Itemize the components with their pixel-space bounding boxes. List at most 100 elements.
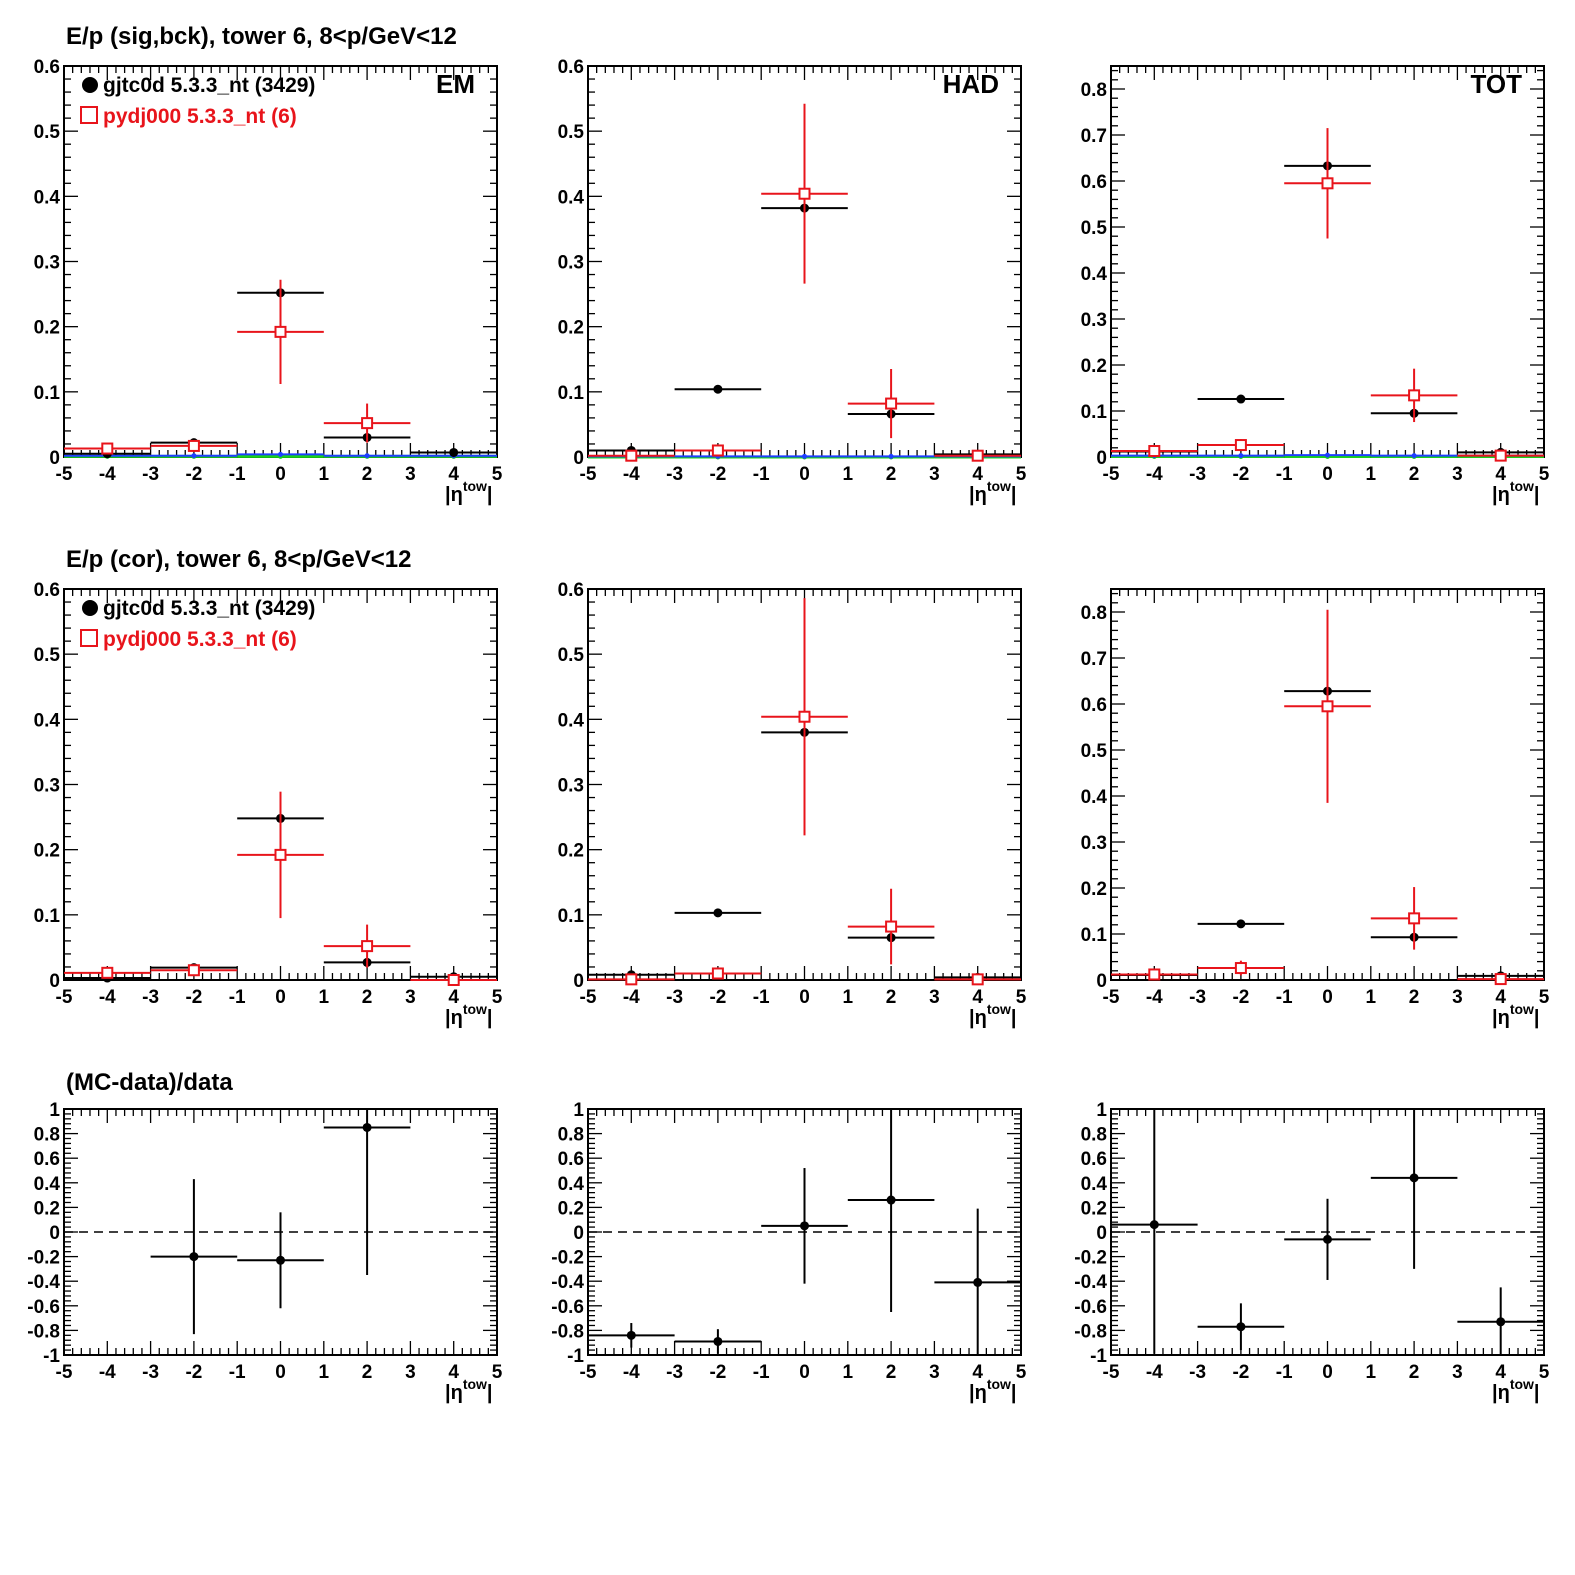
x-tick-label: 4	[972, 464, 983, 485]
x-tick-label: -5	[56, 987, 73, 1008]
mc-point	[187, 964, 200, 977]
y-tick-label: 0	[49, 1223, 60, 1244]
mc-point	[885, 920, 898, 933]
y-tick-label: 0.7	[1081, 126, 1107, 147]
x-tick-label: 0	[275, 987, 286, 1008]
panel-sigbck-tot: -5 -4 -3 -2 -1 0 1 2 3 4 5 0 0.1 0.2 0.3 0.4 0.5 0.6 0.7 0.…	[1081, 65, 1550, 506]
mc-point	[971, 973, 984, 986]
x-tick-label: -3	[1189, 1362, 1206, 1383]
x-tick-label: -4	[1146, 464, 1163, 485]
legend-data-marker-icon	[82, 77, 98, 93]
blue-point	[1238, 453, 1244, 459]
x-tick-label: 2	[886, 464, 897, 485]
series-data	[1111, 1109, 1544, 1355]
x-tick-label: -1	[229, 987, 246, 1008]
y-tick-label: 0.3	[558, 776, 584, 797]
x-tick-label: 2	[1409, 1362, 1420, 1383]
x-tick-label: -3	[1189, 464, 1206, 485]
y-tick-label: 0.6	[558, 1149, 584, 1170]
y-tick-label: 0.5	[558, 645, 585, 666]
data-point	[276, 1255, 285, 1265]
data-point	[973, 1277, 983, 1287]
mc-point	[798, 187, 811, 200]
x-tick-label: -2	[709, 1362, 726, 1383]
series-mc	[1111, 128, 1544, 462]
x-tick-label: 2	[362, 1362, 373, 1383]
mc-point	[101, 966, 114, 979]
panel-tag: EM	[436, 69, 475, 99]
y-tick-label: 0.2	[34, 1198, 60, 1219]
x-tick-label: -5	[1103, 987, 1120, 1008]
x-tick-label: 5	[1016, 1362, 1027, 1383]
x-tick-label: 5	[492, 987, 503, 1008]
x-tick-label: -1	[1276, 987, 1293, 1008]
x-tick-label: -4	[623, 987, 640, 1008]
mc-point	[1234, 439, 1247, 452]
y-tick-label: 0.7	[1081, 649, 1107, 670]
panel-ratio-em: -5 -4 -3 -2 -1 0 1 2 3 4 5 -1 -0.8 -0.6 -0.4 -0.2 0 0.2 0.…	[27, 1100, 502, 1404]
y-tick-label: 0.5	[1081, 218, 1108, 239]
x-tick-label: -5	[1103, 464, 1120, 485]
x-tick-label: 4	[448, 464, 459, 485]
x-tick-label: 0	[799, 464, 810, 485]
y-tick-label: 0.2	[558, 318, 584, 339]
y-tick-label: 0	[573, 1223, 584, 1244]
x-tick-label: -5	[56, 464, 73, 485]
series-mc	[588, 103, 1021, 462]
x-tick-label: -3	[666, 987, 683, 1008]
x-tick-label: 2	[1409, 464, 1420, 485]
y-tick-label: 1	[573, 1100, 584, 1121]
x-axis-label: |ηtow|	[445, 1001, 493, 1029]
y-tick-label: 0.1	[34, 383, 61, 404]
y-tick-label: 0.3	[558, 253, 584, 274]
data-point	[800, 1221, 809, 1231]
panel-cor-tot: -5 -4 -3 -2 -1 0 1 2 3 4 5 0 0.1 0.2 0.3 0.4 0.5 0.6 0.7 0.…	[1081, 588, 1550, 1029]
legend-mc-marker-icon	[80, 106, 98, 124]
x-tick-label: 2	[362, 464, 373, 485]
x-tick-label: -2	[709, 464, 726, 485]
panel-ratio-had: -5 -4 -3 -2 -1 0 1 2 3 4 5 -1 -0.8 -0.6 -0.4 -0.2 0 0.2 0.…	[551, 1100, 1026, 1404]
y-tick-label: 0.2	[1081, 1198, 1107, 1219]
x-tick-label: 1	[843, 464, 854, 485]
data-point	[713, 1336, 723, 1346]
x-axis-label: |ηtow|	[969, 478, 1017, 506]
y-tick-label: -0.6	[27, 1297, 60, 1318]
legend-mc-label: pydj000 5.3.3_nt (6)	[103, 628, 297, 651]
x-tick-label: 3	[929, 1362, 940, 1383]
mc-point	[1494, 449, 1507, 462]
x-tick-label: 4	[972, 987, 983, 1008]
mc-point	[361, 417, 374, 430]
x-tick-label: 1	[843, 1362, 854, 1383]
mc-point	[1321, 700, 1334, 713]
blue-point	[191, 453, 197, 459]
x-tick-label: -1	[753, 1362, 770, 1383]
y-tick-label: 0.8	[1081, 80, 1107, 101]
row-title-cor: E/p (cor), tower 6, 8<p/GeV<12	[66, 546, 411, 573]
y-tick-label: 0.2	[558, 1198, 584, 1219]
x-tick-label: -5	[580, 1362, 597, 1383]
panel-sigbck-em: -5 -4 -3 -2 -1 0 1 2 3 4 5 0 0.1 0.2 0.3 0.4 0.5 0.6 |ηtow…	[34, 57, 503, 506]
y-tick-label: 0	[49, 448, 60, 469]
data-point	[1496, 1317, 1506, 1327]
y-tick-label: 0.6	[558, 580, 584, 601]
x-tick-label: 4	[1495, 1362, 1506, 1383]
row-title-sigbck: E/p (sig,bck), tower 6, 8<p/GeV<12	[66, 23, 457, 50]
x-tick-label: -3	[142, 987, 159, 1008]
y-tick-label: 0.5	[558, 122, 585, 143]
panels: -5 -4 -3 -2 -1 0 1 2 3 4 5 0 0.1 0.2 0.3 0.4 0.5 0.6 |ηtow…	[27, 57, 1549, 1404]
legend-cor: gjtc0d 5.3.3_nt (3429) pydj000 5.3.3_nt …	[80, 597, 315, 651]
x-tick-label: 5	[1539, 987, 1550, 1008]
x-tick-label: 1	[1366, 987, 1377, 1008]
mc-point	[187, 439, 200, 452]
mc-point	[711, 967, 724, 980]
x-tick-label: 3	[1452, 1362, 1463, 1383]
y-tick-label: 0.2	[1081, 356, 1107, 377]
x-tick-label: 4	[1495, 987, 1506, 1008]
blue-point	[888, 453, 894, 459]
x-tick-label: 0	[799, 1362, 810, 1383]
series-mc	[588, 598, 1021, 986]
y-tick-label: 0.8	[34, 1125, 60, 1146]
x-tick-label: 5	[1539, 464, 1550, 485]
mc-point	[1234, 962, 1247, 975]
y-tick-label: 0.6	[34, 580, 60, 601]
